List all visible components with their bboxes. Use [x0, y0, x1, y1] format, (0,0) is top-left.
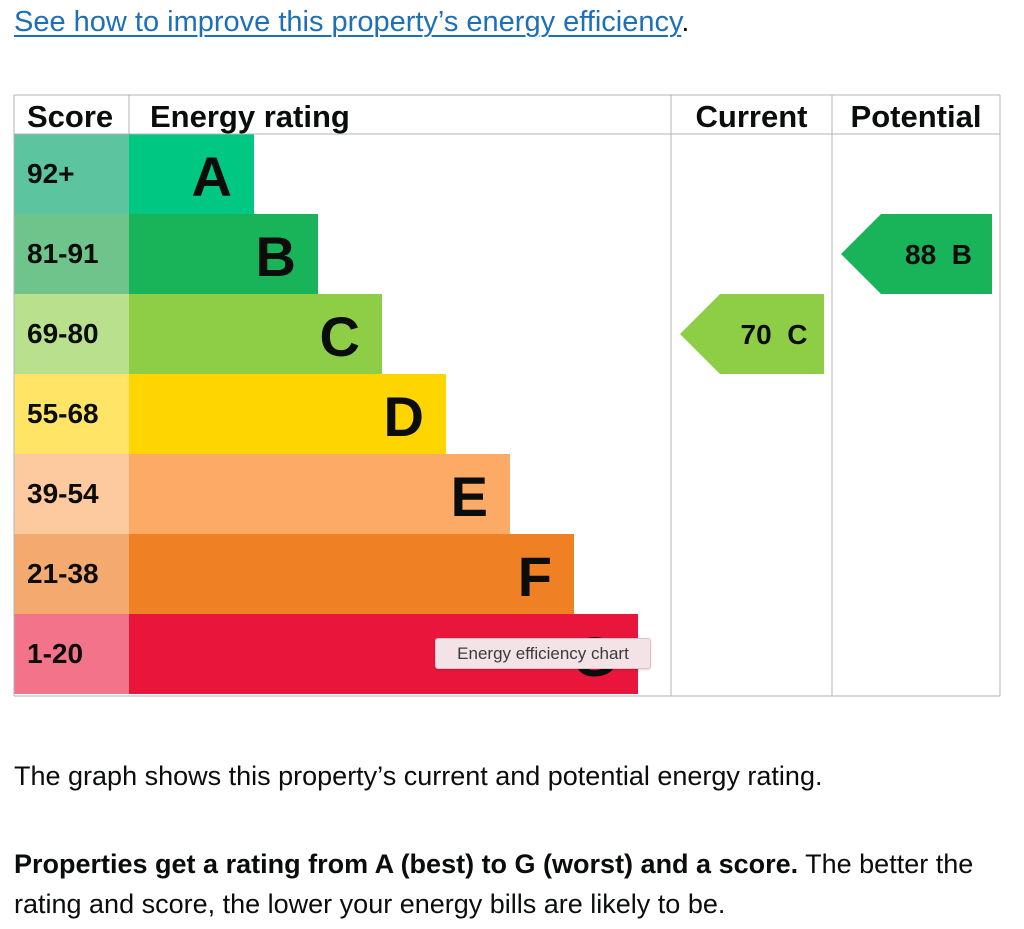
- rating-bar-b: [129, 214, 318, 294]
- rating-letter-b: B: [256, 225, 296, 288]
- header-score: Score: [27, 99, 113, 134]
- graph-description: The graph shows this property’s current …: [14, 761, 823, 791]
- improve-efficiency-link-wrapper: See how to improve this property’s energ…: [14, 6, 689, 39]
- score-cell-c: [14, 294, 129, 374]
- potential-rating-arrow: [841, 214, 992, 294]
- rating-bar-a: [129, 134, 254, 214]
- rating-explanation-bold: Properties get a rating from A (best) to…: [14, 849, 799, 879]
- chart-tooltip: Energy efficiency chart: [435, 638, 651, 669]
- header-energy-rating: Energy rating: [150, 99, 350, 134]
- score-label-b: 81-91: [27, 238, 99, 269]
- current-rating-label: 70 C: [741, 319, 808, 350]
- potential-rating-label: 88 B: [905, 239, 972, 270]
- score-label-g: 1-20: [27, 638, 83, 669]
- chart-headers: Score Energy rating Current Potential: [27, 99, 981, 134]
- rating-letter-a: A: [192, 145, 232, 208]
- score-cell-f: [14, 534, 129, 614]
- chart-grid: [13, 94, 1001, 697]
- rating-letter-c: C: [320, 305, 360, 368]
- header-potential: Potential: [851, 99, 982, 134]
- score-cell-g: [14, 614, 129, 694]
- rating-bar-f: [129, 534, 574, 614]
- score-label-c: 69-80: [27, 318, 99, 349]
- rating-bar-d: [129, 374, 446, 454]
- score-cell-b: [14, 214, 129, 294]
- rating-explanation-rest: The better the rating and score, the low…: [14, 849, 974, 919]
- score-label-a: 92+: [27, 158, 75, 189]
- energy-efficiency-chart: 92+A81-91B69-80C55-68D39-54E21-38F1-20G …: [13, 94, 1001, 697]
- current-rating-arrow: [680, 294, 824, 374]
- header-current: Current: [696, 99, 808, 134]
- score-cell-e: [14, 454, 129, 534]
- rating-explanation: Properties get a rating from A (best) to…: [14, 844, 1004, 924]
- link-suffix: .: [681, 6, 690, 38]
- rating-bar-c: [129, 294, 382, 374]
- rating-letter-e: E: [451, 465, 488, 528]
- score-cell-a: [14, 134, 129, 214]
- improve-efficiency-link[interactable]: See how to improve this property’s energ…: [14, 6, 682, 38]
- score-cell-d: [14, 374, 129, 454]
- rating-bar-e: [129, 454, 510, 534]
- score-label-e: 39-54: [27, 478, 99, 509]
- score-label-f: 21-38: [27, 558, 99, 589]
- rating-letter-f: F: [518, 545, 552, 608]
- score-label-d: 55-68: [27, 398, 99, 429]
- rating-letter-d: D: [384, 385, 424, 448]
- chart-arrows: 70 C 88 B: [680, 214, 992, 374]
